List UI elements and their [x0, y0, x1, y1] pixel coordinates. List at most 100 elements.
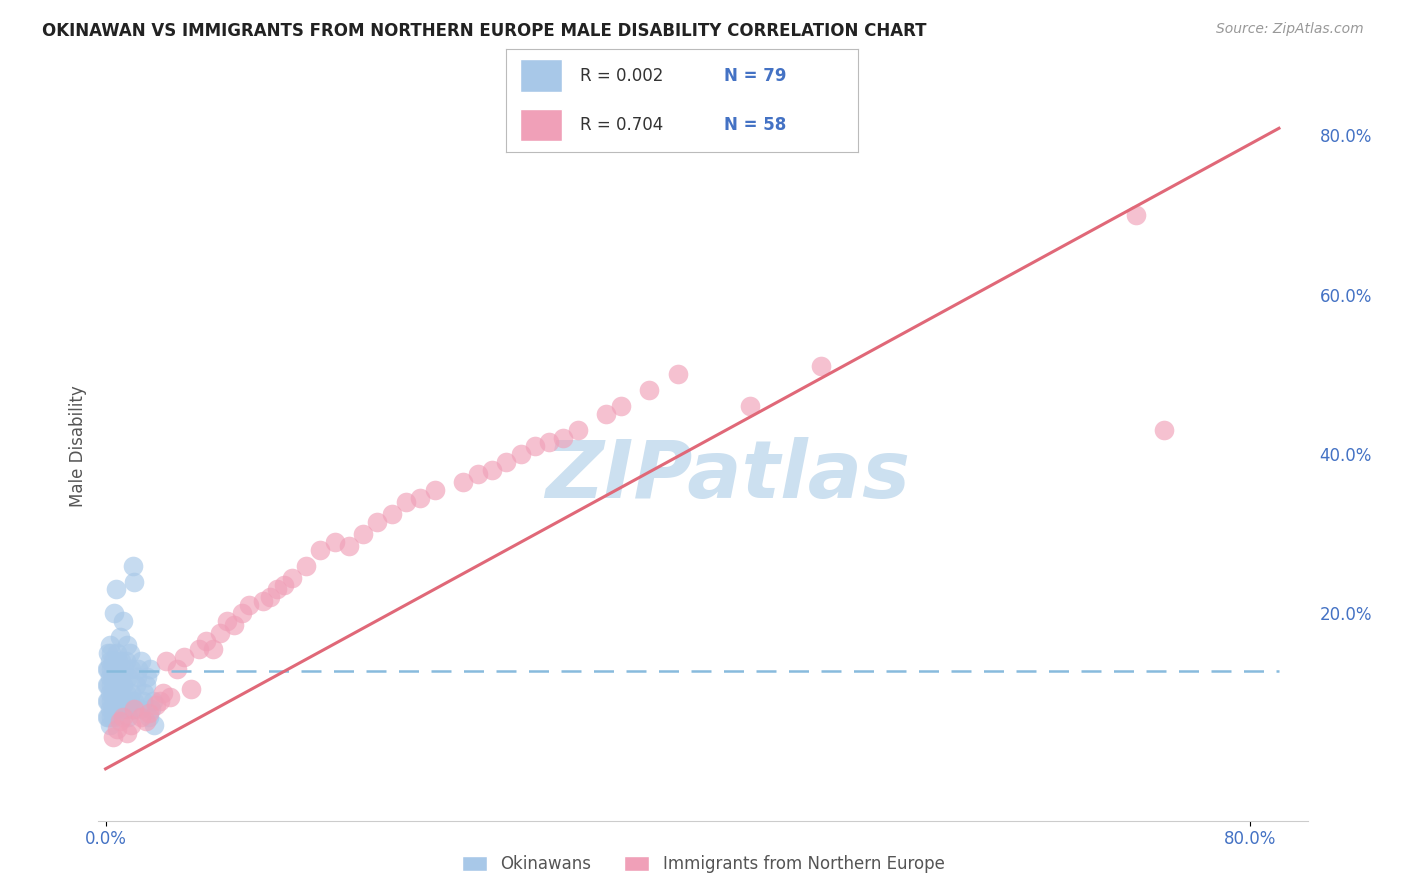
Point	[104, 670, 127, 684]
Point	[273, 578, 295, 592]
Point	[238, 599, 260, 613]
Point	[280, 570, 302, 584]
Point	[110, 686, 132, 700]
Bar	[520, 109, 562, 141]
Point	[98, 654, 121, 668]
Point	[108, 714, 131, 728]
Point	[105, 662, 128, 676]
Point	[114, 686, 136, 700]
Point	[295, 558, 318, 573]
Text: R = 0.002: R = 0.002	[581, 67, 664, 85]
Point	[366, 515, 388, 529]
Point	[120, 686, 142, 700]
Point	[509, 447, 531, 461]
Point	[103, 662, 125, 676]
Point	[97, 646, 120, 660]
Text: R = 0.704: R = 0.704	[581, 116, 664, 134]
Point	[538, 435, 561, 450]
Point	[159, 690, 181, 704]
Point	[180, 682, 202, 697]
Point	[97, 694, 120, 708]
Point	[115, 638, 138, 652]
Point	[252, 594, 274, 608]
Point	[810, 359, 832, 374]
Point	[101, 730, 124, 744]
Point	[104, 582, 127, 597]
Point	[105, 722, 128, 736]
Point	[166, 662, 188, 676]
Point	[352, 526, 374, 541]
Text: N = 79: N = 79	[724, 67, 786, 85]
Point	[98, 638, 121, 652]
Text: OKINAWAN VS IMMIGRANTS FROM NORTHERN EUROPE MALE DISABILITY CORRELATION CHART: OKINAWAN VS IMMIGRANTS FROM NORTHERN EUR…	[42, 22, 927, 40]
Point	[111, 710, 134, 724]
Point	[135, 678, 157, 692]
Point	[149, 694, 172, 708]
Point	[103, 694, 125, 708]
Point	[107, 686, 129, 700]
Point	[155, 654, 177, 668]
Point	[101, 654, 124, 668]
Point	[666, 368, 689, 382]
Text: N = 58: N = 58	[724, 116, 786, 134]
Point	[224, 618, 246, 632]
Point	[100, 694, 122, 708]
Point	[145, 698, 167, 712]
Point	[201, 642, 224, 657]
Point	[122, 702, 145, 716]
Point	[217, 615, 239, 629]
Point	[124, 678, 146, 692]
Point	[117, 670, 139, 684]
Point	[111, 615, 134, 629]
Point	[110, 654, 132, 668]
Point	[453, 475, 475, 489]
Point	[121, 702, 143, 716]
Text: ZIPatlas: ZIPatlas	[544, 437, 910, 515]
Point	[125, 670, 148, 684]
Point	[100, 662, 122, 676]
Point	[738, 399, 761, 413]
Point	[107, 654, 129, 668]
Point	[97, 662, 120, 676]
Point	[138, 710, 160, 724]
Point	[98, 702, 121, 716]
Point	[112, 694, 135, 708]
Point	[194, 634, 217, 648]
Point	[595, 407, 617, 421]
Point	[115, 726, 138, 740]
Point	[638, 383, 661, 397]
Point	[97, 678, 120, 692]
Point	[108, 678, 131, 692]
Point	[152, 686, 174, 700]
Point	[111, 702, 134, 716]
Point	[100, 678, 122, 692]
Point	[117, 710, 139, 724]
Point	[98, 718, 121, 732]
Point	[96, 662, 118, 676]
Point	[323, 534, 346, 549]
Point	[131, 710, 153, 724]
Point	[567, 423, 589, 437]
Point	[115, 702, 138, 716]
Point	[395, 495, 418, 509]
Point	[122, 694, 145, 708]
Point	[105, 694, 128, 708]
Point	[110, 670, 132, 684]
Point	[141, 702, 163, 716]
Point	[467, 467, 489, 481]
Point	[100, 646, 122, 660]
Point	[96, 710, 118, 724]
Point	[132, 694, 155, 708]
Point	[96, 694, 118, 708]
Point	[309, 542, 332, 557]
Point	[107, 670, 129, 684]
Point	[337, 539, 360, 553]
Point	[112, 662, 135, 676]
Point	[553, 431, 575, 445]
Point	[131, 654, 153, 668]
Point	[120, 662, 142, 676]
Point	[136, 670, 159, 684]
Point	[101, 702, 124, 716]
Point	[142, 694, 165, 708]
Point	[108, 694, 131, 708]
